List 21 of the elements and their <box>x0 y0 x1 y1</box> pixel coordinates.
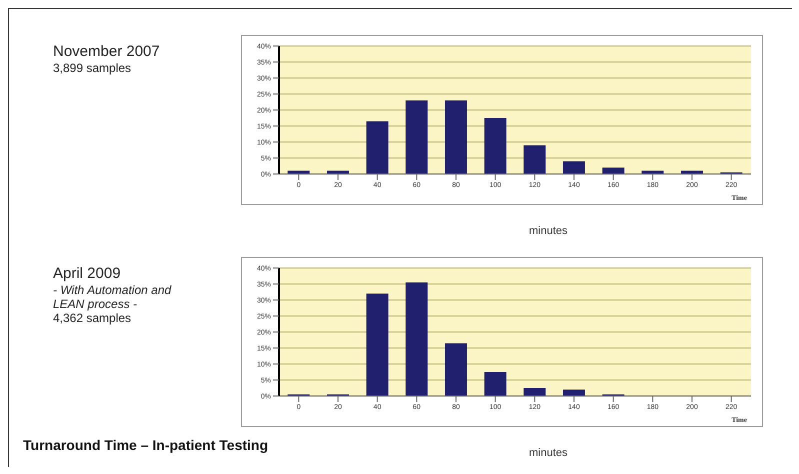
bar <box>406 282 428 396</box>
text: 3,899 samples <box>53 61 132 75</box>
text: November 2007 <box>53 43 160 60</box>
bar <box>524 388 546 396</box>
bar <box>524 145 546 174</box>
bar <box>562 390 585 396</box>
bar <box>366 294 388 396</box>
bar <box>562 161 585 174</box>
bar <box>602 168 624 174</box>
text: Turnaround Time – In-patient Testing <box>23 437 268 453</box>
text: minutes <box>529 225 568 237</box>
text: April 2009 <box>53 265 121 282</box>
bar <box>406 100 428 174</box>
bar <box>444 100 467 174</box>
text: 4,362 samples <box>53 311 132 325</box>
bar <box>444 343 467 396</box>
bar <box>366 121 388 174</box>
bar <box>484 372 506 396</box>
text: - With Automation and LEAN process - <box>53 283 172 311</box>
text: minutes <box>529 447 568 459</box>
bar <box>484 118 506 174</box>
